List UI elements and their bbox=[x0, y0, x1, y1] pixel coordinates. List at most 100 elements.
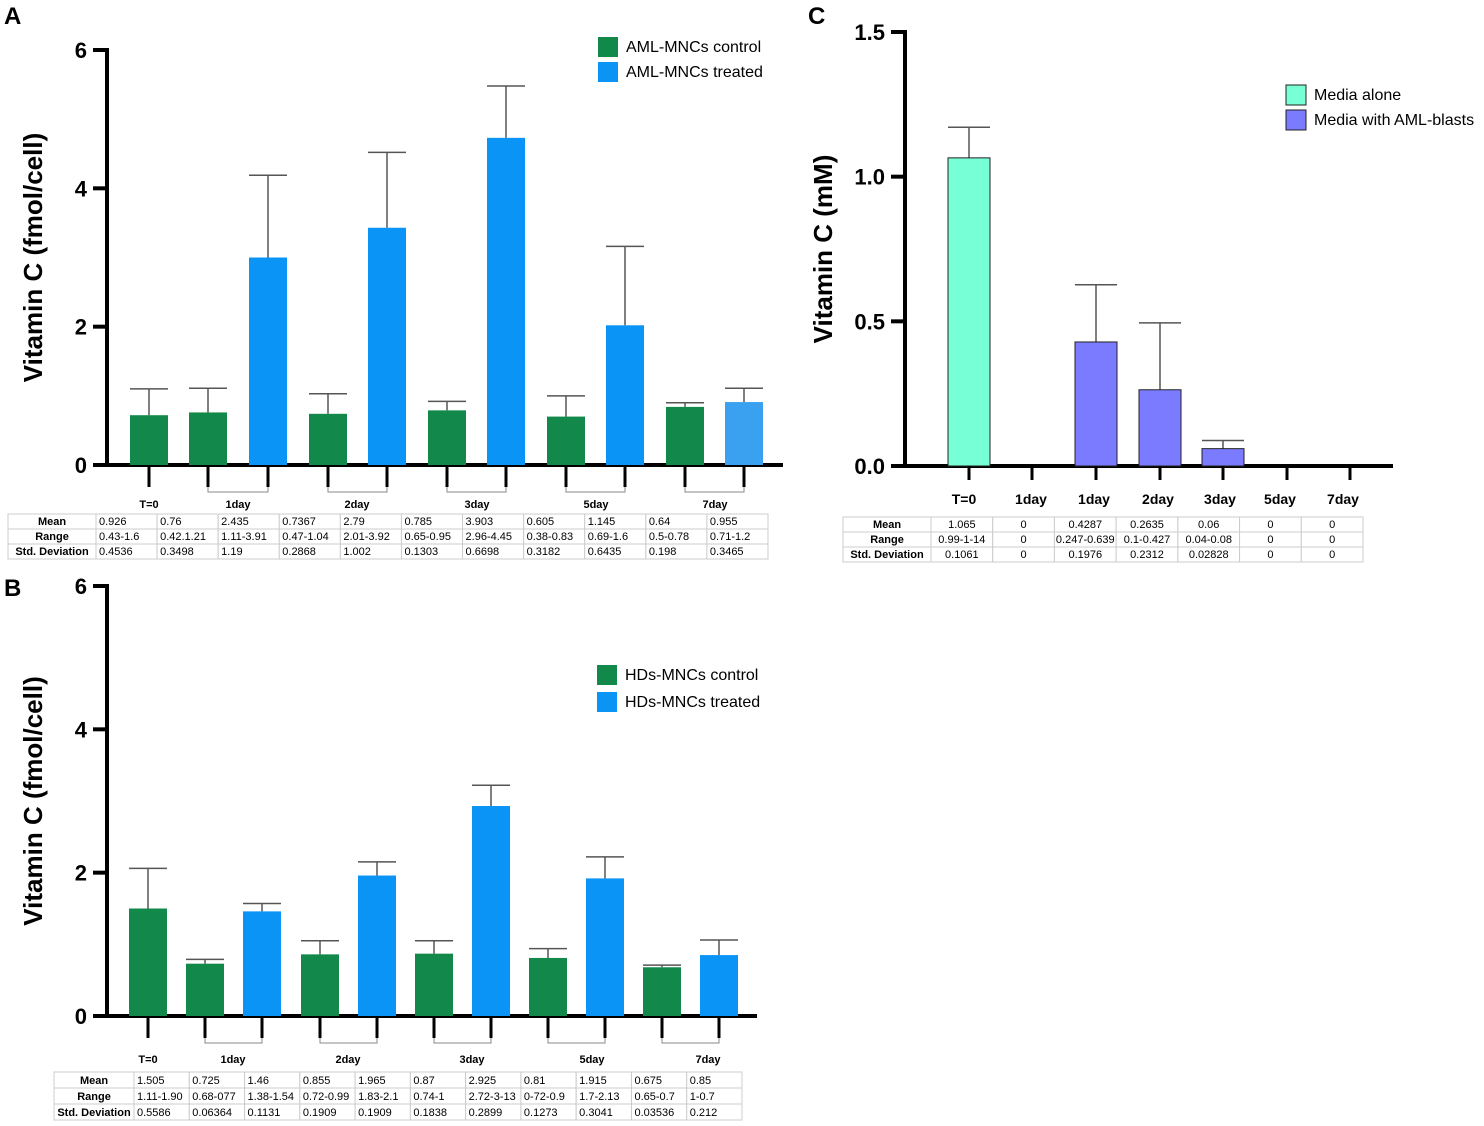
table-value: 0.247-0.639 bbox=[1056, 534, 1115, 546]
table-value: 2.01-3.92 bbox=[343, 531, 389, 543]
table-value: 2.925 bbox=[469, 1075, 497, 1087]
legend-swatch bbox=[598, 62, 618, 82]
table-value: 0.1131 bbox=[248, 1107, 281, 1119]
table-value: 0.76 bbox=[160, 516, 181, 528]
table-value: 0.43-1.6 bbox=[99, 531, 139, 543]
x-category-label: 3day bbox=[464, 499, 490, 511]
bar bbox=[700, 955, 738, 1016]
table-value: 0 bbox=[1329, 549, 1335, 561]
y-tick-label: 4 bbox=[75, 176, 88, 201]
bar bbox=[487, 137, 525, 465]
bar bbox=[1201, 448, 1245, 467]
table-value: 0.3465 bbox=[710, 546, 744, 558]
table-value: 0.2899 bbox=[469, 1107, 503, 1119]
table-value: 0 bbox=[1021, 534, 1027, 546]
x-category-label: 5day bbox=[579, 1054, 605, 1066]
x-category-label: 3day bbox=[459, 1054, 485, 1066]
legend-entry: Media alone bbox=[1314, 87, 1401, 104]
table-value: 0.4287 bbox=[1068, 519, 1102, 531]
table-value: 1.505 bbox=[137, 1075, 165, 1087]
x-category-label: T=0 bbox=[138, 1054, 157, 1066]
table-value: 0.2635 bbox=[1130, 519, 1164, 531]
legend-entry: HDs-MNCs treated bbox=[625, 694, 760, 711]
table-value: 0.65-0.7 bbox=[634, 1091, 674, 1103]
y-tick-label: 1.0 bbox=[854, 165, 885, 190]
table-value: 0.1909 bbox=[303, 1107, 337, 1119]
y-axis-label: Vitamin C (fmol/cell) bbox=[18, 676, 48, 925]
table-value: 1.83-2.1 bbox=[358, 1091, 398, 1103]
table-value: 0.3498 bbox=[160, 546, 194, 558]
y-tick-label: 0.0 bbox=[854, 454, 885, 479]
panel-letter: C bbox=[808, 3, 825, 30]
table-value: 0 bbox=[1267, 519, 1273, 531]
bar bbox=[368, 227, 406, 465]
group-bracket bbox=[547, 1038, 606, 1044]
y-tick-label: 2 bbox=[75, 315, 87, 340]
table-row-header: Std. Deviation bbox=[15, 546, 89, 558]
group-bracket bbox=[319, 1038, 378, 1044]
table-row-header: Mean bbox=[80, 1075, 108, 1087]
table-value: 1.46 bbox=[248, 1075, 269, 1087]
group-bracket bbox=[684, 487, 745, 493]
bar bbox=[725, 402, 763, 465]
bar bbox=[643, 967, 681, 1016]
group-bracket bbox=[327, 487, 388, 493]
bar bbox=[1074, 341, 1118, 467]
x-category-label: T=0 bbox=[952, 491, 977, 507]
legend-swatch bbox=[597, 665, 617, 685]
table-value: 1.145 bbox=[588, 516, 616, 528]
legend-entry: HDs-MNCs control bbox=[625, 667, 758, 684]
table-value: 0 bbox=[1021, 519, 1027, 531]
table-row-header: Mean bbox=[873, 519, 901, 531]
table-row-header: Range bbox=[77, 1091, 111, 1103]
bar bbox=[309, 413, 347, 465]
table-value: 0.04-0.08 bbox=[1185, 534, 1231, 546]
table-value: 3.903 bbox=[466, 516, 494, 528]
table-value: 0.81 bbox=[524, 1075, 545, 1087]
legend-swatch bbox=[597, 692, 617, 712]
table-value: 0 bbox=[1021, 549, 1027, 561]
table-value: 0.65-0.95 bbox=[404, 531, 450, 543]
table-value: 0.06364 bbox=[192, 1107, 232, 1119]
x-category-label: 7day bbox=[695, 1054, 721, 1066]
table-value: 0.99-1-14 bbox=[938, 534, 985, 546]
table-value: 0.72-0.99 bbox=[303, 1091, 349, 1103]
table-value: 1.965 bbox=[358, 1075, 386, 1087]
table-value: 2.79 bbox=[343, 516, 364, 528]
y-axis-label: Vitamin C (fmol/cell) bbox=[18, 133, 48, 382]
y-tick-label: 1.5 bbox=[854, 20, 885, 45]
table-value: 0.605 bbox=[527, 516, 555, 528]
table-value: 2.435 bbox=[221, 516, 249, 528]
table-value: 0.6698 bbox=[466, 546, 500, 558]
table-value: 0.926 bbox=[99, 516, 127, 528]
bar bbox=[472, 806, 510, 1016]
legend-entry: AML-MNCs treated bbox=[626, 64, 763, 81]
x-category-label: 1day bbox=[1015, 491, 1047, 507]
table-value: 1.19 bbox=[221, 546, 242, 558]
legend-swatch bbox=[598, 37, 618, 57]
legend-swatch bbox=[1285, 84, 1307, 106]
table-value: 0.7367 bbox=[282, 516, 316, 528]
table-cell bbox=[1300, 546, 1364, 563]
bar bbox=[586, 878, 624, 1016]
y-tick-label: 2 bbox=[75, 861, 87, 886]
table-value: 2.72-3-13 bbox=[469, 1091, 516, 1103]
bar bbox=[415, 953, 453, 1016]
x-category-label: 3day bbox=[1204, 491, 1236, 507]
bar bbox=[249, 257, 287, 465]
table-value: 0.42.1.21 bbox=[160, 531, 206, 543]
table-value: 0.1061 bbox=[945, 549, 979, 561]
x-category-label: 1day bbox=[220, 1054, 246, 1066]
table-value: 0.1-0.427 bbox=[1124, 534, 1170, 546]
table-value: 1.11-3.91 bbox=[221, 531, 267, 543]
panel-a: A 0 2 4 6 Vitamin C (fmol/cell) T=0 1day 2day 3da… bbox=[4, 3, 783, 560]
x-category-label: 1day bbox=[1078, 491, 1110, 507]
table-value: 0.38-0.83 bbox=[527, 531, 573, 543]
table-value: 0 bbox=[1329, 534, 1335, 546]
x-category-label: 7day bbox=[702, 499, 728, 511]
bar bbox=[547, 416, 585, 465]
table-value: 0.64 bbox=[649, 516, 670, 528]
x-category-label: 2day bbox=[335, 1054, 361, 1066]
table-cell bbox=[686, 1103, 743, 1121]
bar bbox=[301, 954, 339, 1016]
